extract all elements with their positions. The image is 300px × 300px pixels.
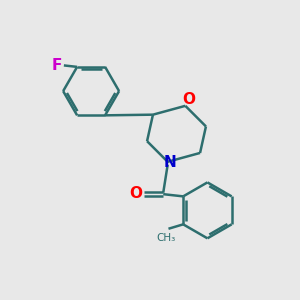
Text: N: N: [164, 155, 176, 170]
Text: CH₃: CH₃: [157, 233, 176, 243]
Text: F: F: [51, 58, 62, 73]
Text: O: O: [182, 92, 195, 107]
Text: O: O: [129, 186, 142, 201]
